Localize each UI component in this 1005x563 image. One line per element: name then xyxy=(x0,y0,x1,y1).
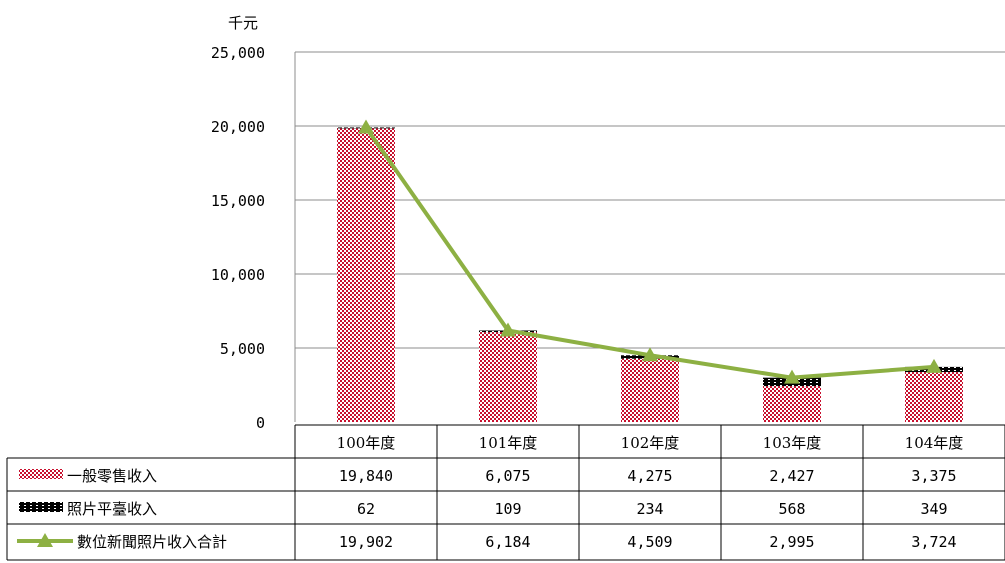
data-label: 19,840 xyxy=(339,467,393,485)
data-label: 109 xyxy=(494,500,521,518)
marker-total xyxy=(500,322,516,337)
y-tick-label: 10,000 xyxy=(211,266,265,284)
bar-retail xyxy=(763,386,821,422)
data-label: 3,375 xyxy=(911,467,956,485)
legend-key-retail xyxy=(19,469,63,479)
bar-retail xyxy=(905,372,963,422)
marker-total xyxy=(358,119,374,134)
data-label: 568 xyxy=(778,500,805,518)
category-label: 101年度 xyxy=(479,434,538,452)
data-label: 234 xyxy=(636,500,663,518)
data-label: 6,075 xyxy=(485,467,530,485)
legend-label: 一般零售收入 xyxy=(67,467,157,485)
marker-total xyxy=(642,347,658,362)
marker-total xyxy=(926,358,942,373)
y-axis-ticks: 0 5,000 10,000 15,000 20,000 25,000 xyxy=(211,44,265,432)
legend-label: 照片平臺收入 xyxy=(67,500,157,518)
legend-key-platform xyxy=(19,502,63,512)
gridlines xyxy=(294,51,1005,422)
y-axis-unit: 千元 xyxy=(228,14,258,32)
legend-label: 數位新聞照片收入合計 xyxy=(77,533,227,551)
category-label: 104年度 xyxy=(905,434,964,452)
data-label: 4,509 xyxy=(627,533,672,551)
y-tick-label: 5,000 xyxy=(220,340,265,358)
category-label: 102年度 xyxy=(621,434,680,452)
line-total xyxy=(364,126,935,380)
y-tick-label: 25,000 xyxy=(211,44,265,62)
y-tick-label: 20,000 xyxy=(211,118,265,136)
category-label: 100年度 xyxy=(337,434,396,452)
bar-retail xyxy=(621,358,679,422)
data-label: 62 xyxy=(357,500,375,518)
y-tick-label: 0 xyxy=(256,414,265,432)
data-label: 4,275 xyxy=(627,467,672,485)
y-tick-label: 15,000 xyxy=(211,192,265,210)
marker-total xyxy=(784,369,800,384)
category-label: 103年度 xyxy=(763,434,822,452)
bar-retail xyxy=(479,332,537,422)
data-label: 2,995 xyxy=(769,533,814,551)
data-label: 19,902 xyxy=(339,533,393,551)
bar-retail xyxy=(337,128,395,423)
data-label: 3,724 xyxy=(911,533,956,551)
legend-key-total-marker xyxy=(37,533,53,547)
total-line xyxy=(358,119,942,384)
data-label: 349 xyxy=(920,500,947,518)
data-label: 6,184 xyxy=(485,533,530,551)
data-label: 2,427 xyxy=(769,467,814,485)
bars xyxy=(337,127,963,423)
